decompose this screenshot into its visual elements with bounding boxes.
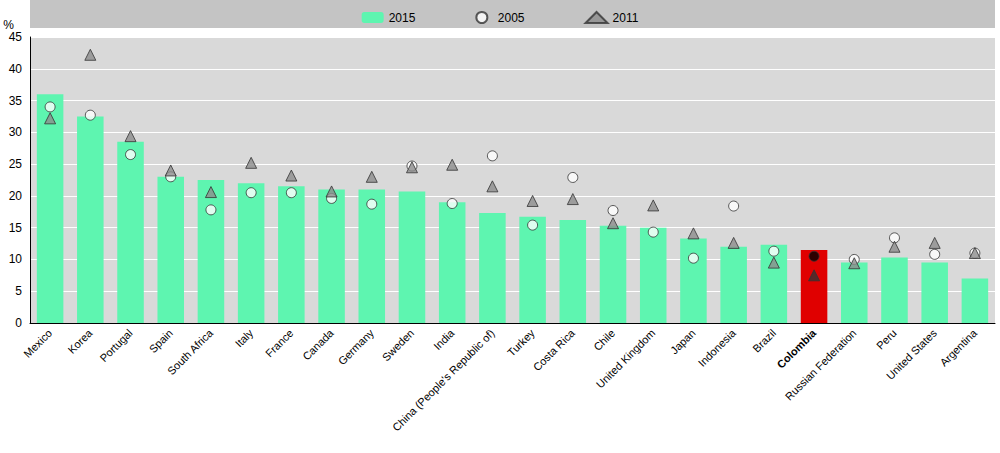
svg-text:India: India	[431, 326, 457, 352]
svg-text:Japan: Japan	[668, 327, 698, 357]
svg-text:2005: 2005	[498, 11, 525, 25]
svg-text:France: France	[263, 327, 296, 360]
svg-text:Italy: Italy	[233, 326, 256, 349]
svg-text:South Africa: South Africa	[165, 326, 216, 377]
svg-text:Canada: Canada	[300, 326, 336, 362]
svg-text:2011: 2011	[613, 11, 639, 25]
svg-text:35: 35	[9, 94, 23, 108]
svg-text:10: 10	[9, 252, 23, 266]
svg-text:Sweden: Sweden	[380, 327, 417, 364]
svg-text:15: 15	[9, 221, 23, 235]
svg-text:Russian Federation: Russian Federation	[783, 327, 859, 403]
svg-text:Costa Rica: Costa Rica	[531, 326, 578, 373]
svg-text:5: 5	[15, 284, 22, 298]
svg-text:Argentina: Argentina	[937, 326, 979, 368]
svg-text:25: 25	[9, 157, 23, 171]
svg-text:United States: United States	[884, 326, 939, 381]
svg-text:Indonesia: Indonesia	[696, 326, 739, 369]
svg-text:United Kingdom: United Kingdom	[594, 327, 658, 391]
svg-text:Turkey: Turkey	[505, 326, 537, 358]
svg-text:Chile: Chile	[591, 327, 617, 353]
svg-text:Colombia: Colombia	[774, 326, 819, 371]
svg-text:Portugal: Portugal	[97, 327, 134, 364]
svg-text:Brazil: Brazil	[750, 327, 778, 355]
svg-text:0: 0	[15, 316, 22, 330]
svg-text:Mexico: Mexico	[21, 327, 54, 360]
svg-text:Korea: Korea	[65, 326, 95, 356]
svg-text:45: 45	[9, 30, 23, 44]
svg-text:20: 20	[9, 189, 23, 203]
svg-text:Peru: Peru	[874, 327, 899, 352]
svg-text:Spain: Spain	[147, 327, 175, 355]
svg-text:Germany: Germany	[336, 326, 377, 367]
svg-text:40: 40	[9, 62, 23, 76]
svg-text:2015: 2015	[389, 11, 416, 25]
svg-text:China (People's Republic of): China (People's Republic of)	[390, 327, 497, 434]
svg-text:30: 30	[9, 125, 23, 139]
